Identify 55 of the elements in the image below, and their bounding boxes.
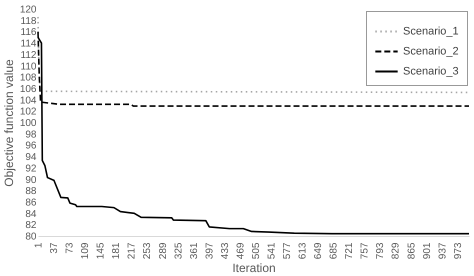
x-tick-label: 433 xyxy=(220,242,231,260)
y-tick-label: 116 xyxy=(20,27,37,38)
x-tick-label: 73 xyxy=(64,242,76,254)
x-tick-label: 109 xyxy=(80,242,92,260)
y-tick-label: 110 xyxy=(20,61,37,72)
x-tick-label: 37 xyxy=(49,242,60,254)
x-tick-label: 829 xyxy=(390,242,402,260)
legend-label: Scenario_3 xyxy=(403,66,459,78)
y-tick-label: 82 xyxy=(25,220,37,232)
x-tick-label: 937 xyxy=(437,242,448,260)
y-tick-label: 120 xyxy=(20,4,37,16)
x-tick-label: 181 xyxy=(111,242,122,260)
y-tick-label: 86 xyxy=(25,197,37,208)
x-tick-label: 253 xyxy=(142,242,154,260)
x-tick-label: 757 xyxy=(360,242,371,260)
y-tick-label: 84 xyxy=(25,208,37,220)
x-tick-label: 793 xyxy=(375,242,386,260)
x-tick-label: 505 xyxy=(250,242,262,260)
x-tick-label: 325 xyxy=(173,242,184,260)
x-tick-label: 361 xyxy=(188,242,200,260)
x-tick-label: 469 xyxy=(235,242,246,260)
y-tick-label: 88 xyxy=(25,186,37,198)
y-tick-label: 108 xyxy=(20,72,37,84)
y-tick-label: 92 xyxy=(25,163,37,174)
x-tick-label: 973 xyxy=(452,242,464,260)
y-tick-label: 90 xyxy=(25,174,37,186)
x-tick-label: 901 xyxy=(422,242,433,260)
x-tick-label: 397 xyxy=(204,242,216,260)
x-tick-label: 1 xyxy=(34,242,44,248)
x-tick-label: 289 xyxy=(158,242,169,260)
y-tick-label: 100 xyxy=(20,118,37,129)
x-tick-label: 217 xyxy=(126,242,138,260)
x-tick-label: 721 xyxy=(344,242,356,260)
line-series xyxy=(37,16,470,94)
y-tick-label: 96 xyxy=(25,140,37,152)
x-tick-label: 577 xyxy=(282,242,294,260)
legend-label: Scenario_1 xyxy=(403,26,459,38)
y-tick-label: 98 xyxy=(25,129,37,140)
y-tick-label: 118 xyxy=(20,16,37,27)
x-tick-label: 649 xyxy=(313,242,324,260)
y-tick-label: 80 xyxy=(25,232,37,242)
x-tick-label: 685 xyxy=(328,242,340,260)
y-tick-label: 106 xyxy=(20,84,37,95)
legend-label: Scenario_2 xyxy=(403,46,459,58)
y-tick-label: 112 xyxy=(20,50,37,61)
x-tick-label: 613 xyxy=(298,242,309,260)
y-tick-label: 102 xyxy=(20,106,37,118)
y-tick-label: 94 xyxy=(25,152,37,164)
x-axis-title: Iteration xyxy=(232,261,276,276)
y-tick-label: 104 xyxy=(20,95,37,106)
x-tick-label: 541 xyxy=(266,242,278,260)
y-axis-title: Objective function value xyxy=(2,58,16,187)
y-tick-label: 114 xyxy=(20,38,37,50)
x-tick-label: 865 xyxy=(406,242,418,260)
x-tick-label: 145 xyxy=(96,242,107,260)
